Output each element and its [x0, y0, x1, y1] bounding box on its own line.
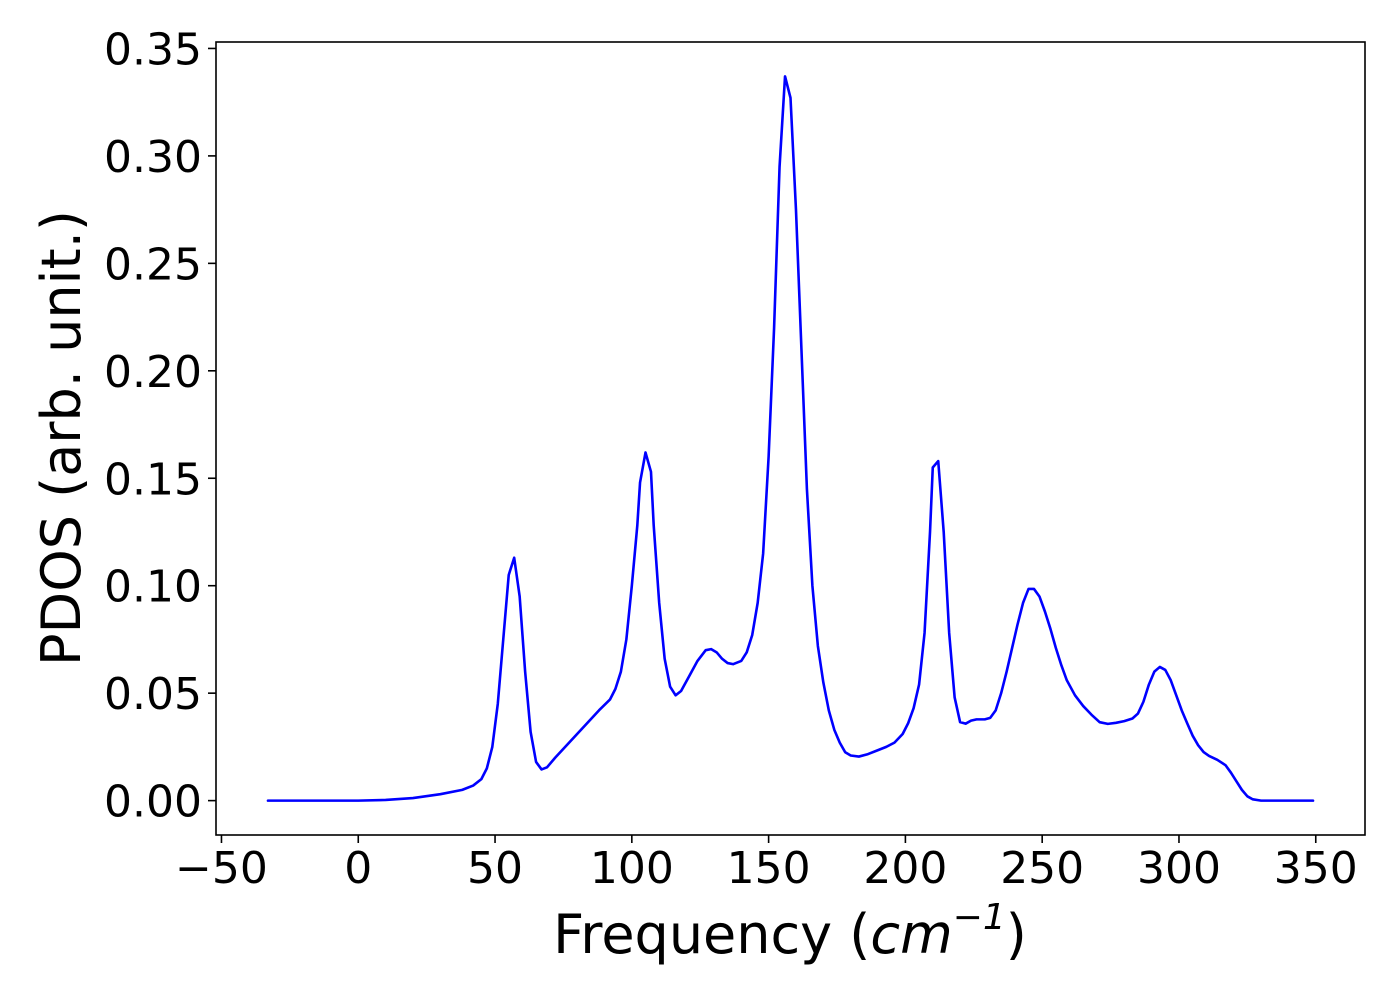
y-tick-label: 0.15 — [104, 454, 202, 505]
y-tick-label: 0.30 — [104, 132, 202, 183]
tick-layer: −50 0 50 100 150 200 250 300 350 0.00 0.05 0.10 0.15… — [104, 24, 1358, 894]
plot-area-frame — [215, 41, 1366, 836]
x-tick-label: 100 — [590, 843, 674, 894]
y-tick-label: 0.35 — [104, 24, 202, 75]
x-tick-label: 150 — [727, 843, 811, 894]
y-tick-label: 0.00 — [104, 777, 202, 828]
y-tick-label: 0.10 — [104, 562, 202, 613]
y-tick-label: 0.05 — [104, 669, 202, 720]
x-axis-label-suffix: ) — [1006, 903, 1027, 966]
x-tick-label: −50 — [175, 843, 268, 894]
y-tick-label: 0.20 — [104, 347, 202, 398]
x-tick-label: 350 — [1274, 843, 1358, 894]
x-tick-label: 300 — [1137, 843, 1221, 894]
x-tick-label: 0 — [344, 843, 372, 894]
pdos-series-line — [266, 75, 1315, 802]
x-axis-label-unit-exponent: −1 — [953, 897, 1006, 938]
x-axis-label-prefix: Frequency ( — [553, 903, 870, 966]
x-tick-label: 200 — [863, 843, 947, 894]
y-axis-label: PDOS (arb. unit.) — [30, 210, 93, 666]
x-tick-label: 50 — [467, 843, 523, 894]
y-tick-label: 0.25 — [104, 239, 202, 290]
x-axis-label-unit-base: cm — [870, 903, 952, 966]
x-tick-label: 250 — [1000, 843, 1084, 894]
x-axis-label: Frequency (cm−1) — [553, 897, 1027, 966]
series-layer — [266, 75, 1315, 802]
